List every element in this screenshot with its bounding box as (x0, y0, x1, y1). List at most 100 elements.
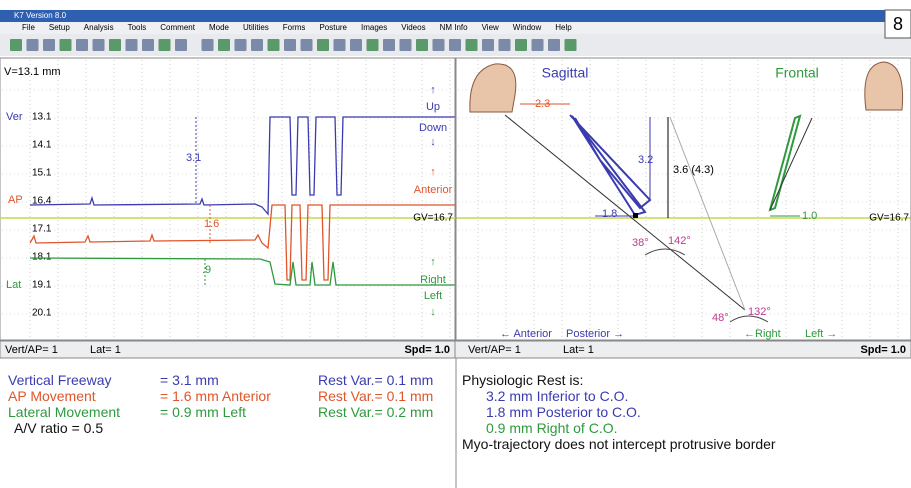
tool-icon (465, 39, 478, 51)
menu-item[interactable]: View (482, 23, 499, 32)
tool-icon (416, 39, 428, 51)
direction-label: Right (420, 274, 446, 286)
status: Spd= 1.0 (860, 344, 906, 356)
annotation: 3.2 (638, 154, 653, 166)
menu-item[interactable]: NM Info (440, 23, 469, 32)
menu-item[interactable]: Videos (401, 23, 425, 32)
tool-icon (317, 39, 329, 51)
arrow: ↑ (430, 256, 436, 268)
guide-line (669, 116, 746, 311)
menu-item[interactable]: Analysis (84, 23, 114, 32)
tool-icon (59, 39, 72, 51)
annotation: 3.1 (186, 152, 201, 164)
channel-label: Lat (6, 279, 21, 291)
direction-label: Left → (805, 328, 837, 340)
rest-line: 3.2 mm Inferior to C.O. (486, 388, 629, 404)
tool-icon (251, 39, 263, 51)
menu-item[interactable]: Posture (319, 23, 347, 32)
menu-item[interactable]: Help (555, 23, 572, 32)
gv-label: GV=16.7 (869, 213, 909, 224)
axis-label: 13.1 (32, 112, 52, 123)
tool-icon (432, 39, 445, 51)
lateral-trace (29, 257, 455, 286)
menu-item[interactable]: Forms (283, 23, 306, 32)
title-bar (0, 10, 885, 22)
status: Spd= 1.0 (404, 344, 450, 356)
direction-label: Left (424, 290, 442, 302)
menu-item[interactable]: Comment (160, 23, 195, 32)
tool-icon (449, 39, 461, 51)
tool-icon (142, 39, 154, 51)
direction-label: Anterior (414, 184, 453, 196)
vertical-trace (29, 116, 455, 216)
badge-box (884, 9, 911, 39)
tool-icon (350, 39, 362, 51)
tool-icon (158, 39, 171, 51)
view-title: Sagittal (542, 65, 589, 81)
arc (729, 315, 769, 323)
direction-label: ←Right (744, 328, 781, 340)
tool-icon (76, 39, 88, 51)
marker (633, 213, 638, 218)
status: Vert/AP= 1 (5, 344, 58, 356)
rest-line: 0.9 mm Right of C.O. (486, 420, 618, 436)
tool-icon (564, 39, 577, 51)
tool-icon (92, 39, 105, 51)
note: Myo-trajectory does not intercept protru… (462, 436, 776, 452)
result-value: = 3.1 mm (160, 372, 219, 388)
rest-var: Rest Var.= 0.2 mm (318, 404, 434, 420)
view-title: Frontal (775, 65, 819, 81)
menu: File Setup Analysis Tools Comment Mode Utiliti… (22, 23, 572, 32)
tool-icon (201, 39, 214, 51)
direction-label: Posterior → (566, 328, 624, 340)
menu-bar (0, 22, 885, 34)
menu-item[interactable]: Mode (209, 23, 230, 32)
scale-label: V=13.1 mm (4, 66, 61, 78)
angle: 142° (668, 235, 691, 247)
tool-icon (515, 39, 527, 51)
direction-label: Down (419, 122, 447, 134)
tool-icon (109, 39, 121, 51)
rest-var: Rest Var.= 0.1 mm (318, 372, 434, 388)
menu-item[interactable]: File (22, 23, 35, 32)
axis-labels: 13.1 14.1 15.1 16.4 17.1 18.1 19.1 20.1 (32, 112, 52, 319)
result-label: AP Movement (8, 388, 96, 404)
angle: 38° (632, 237, 649, 249)
result-value: = 1.6 mm Anterior (160, 388, 271, 404)
tool-icon (383, 39, 395, 51)
channel-label: Ver (6, 111, 23, 123)
direction-label: ← Anterior (500, 328, 552, 340)
tool-icon (366, 39, 379, 51)
result-label: Vertical Freeway (8, 372, 112, 388)
menu-item[interactable]: Tools (128, 23, 147, 32)
guide-line (769, 117, 813, 211)
axis-label: 19.1 (32, 280, 52, 291)
axis-label: 16.4 (32, 196, 52, 207)
right-panel (455, 57, 911, 341)
angle: 48° (712, 312, 729, 324)
menu-item[interactable]: Images (361, 23, 387, 32)
gv-label: GV=16.7 (413, 213, 453, 224)
tool-icon (218, 39, 230, 51)
result-label: Lateral Movement (8, 404, 121, 420)
head-front (864, 61, 904, 111)
menu-item[interactable]: Setup (49, 23, 70, 32)
tool-icon (26, 39, 39, 51)
status: Vert/AP= 1 (468, 344, 521, 356)
frontal-trace (768, 114, 802, 212)
rest-line: 1.8 mm Posterior to C.O. (486, 404, 641, 420)
annotation: 2.3 (535, 98, 550, 110)
axis-label: 14.1 (32, 140, 52, 151)
tool-icon (498, 39, 511, 51)
tool-icon (482, 39, 494, 51)
menu-item[interactable]: Window (513, 23, 542, 32)
head-profile (469, 63, 517, 113)
rest-var: Rest Var.= 0.1 mm (318, 388, 434, 404)
arrow: ↓ (430, 136, 436, 148)
annotation: 1.6 (204, 218, 219, 230)
tool-icon (234, 39, 247, 51)
tool-icon (284, 39, 296, 51)
rest-title: Physiologic Rest is: (462, 372, 584, 388)
menu-item[interactable]: Utilities (243, 23, 269, 32)
